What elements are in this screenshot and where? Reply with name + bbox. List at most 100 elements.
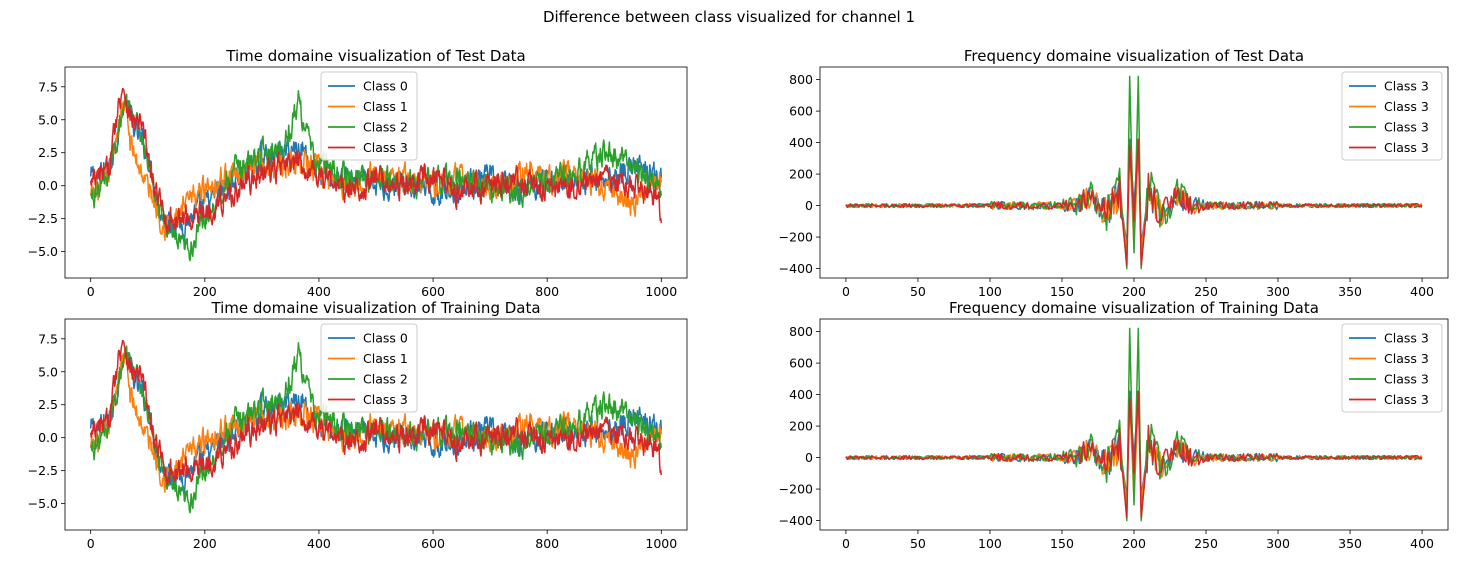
y-tick-label: 2.5 bbox=[38, 145, 58, 160]
y-tick-label: 0.0 bbox=[38, 178, 58, 193]
y-tick-label: −400 bbox=[779, 261, 813, 276]
y-tick-label: 5.0 bbox=[38, 112, 58, 127]
chart-title: Time domaine visualization of Test Data bbox=[225, 47, 525, 65]
legend-box bbox=[1341, 71, 1443, 161]
legend-label: Class 3 bbox=[1384, 99, 1429, 114]
series-line-3 bbox=[845, 75, 1423, 270]
axes-frame bbox=[64, 318, 688, 531]
y-tick-label: −5.0 bbox=[28, 496, 58, 511]
legend-box bbox=[1341, 323, 1443, 413]
legend-box bbox=[320, 323, 418, 413]
series-line-3 bbox=[845, 327, 1423, 522]
y-tick-label: 7.5 bbox=[38, 79, 58, 94]
figure-title: Difference between class visualized for … bbox=[543, 8, 915, 26]
legend: Class 3 Class 3 Class 3 Class 3 bbox=[1341, 71, 1443, 161]
legend-label: Class 3 bbox=[1384, 372, 1429, 387]
x-tick-label: 0 bbox=[87, 536, 95, 551]
chart-title: Frequency domaine visualization of Train… bbox=[949, 299, 1319, 317]
y-tick-label: 0 bbox=[805, 450, 813, 465]
legend-label: Class 2 bbox=[363, 372, 408, 387]
legend-label: Class 3 bbox=[1384, 140, 1429, 155]
legend: Class 0 Class 1 Class 2 Class 3 bbox=[320, 323, 418, 413]
y-tick-label: 0 bbox=[805, 198, 813, 213]
legend-label: Class 3 bbox=[1384, 331, 1429, 346]
series-line-4 bbox=[845, 390, 1423, 519]
y-tick-label: 5.0 bbox=[38, 364, 58, 379]
legend: Class 0 Class 1 Class 2 Class 3 bbox=[320, 71, 418, 161]
y-tick-label: −400 bbox=[779, 513, 813, 528]
legend: Class 3 Class 3 Class 3 Class 3 bbox=[1341, 323, 1443, 413]
x-tick-label: 800 bbox=[535, 536, 559, 551]
plot-area bbox=[89, 87, 663, 262]
x-tick-label: 1000 bbox=[645, 284, 677, 299]
x-tick-label: 350 bbox=[1338, 536, 1362, 551]
y-tick-label: 200 bbox=[789, 419, 813, 434]
x-tick-label: 0 bbox=[842, 284, 850, 299]
y-tick-label: 400 bbox=[789, 387, 813, 402]
y-tick-label: 800 bbox=[789, 324, 813, 339]
x-tick-label: 0 bbox=[842, 536, 850, 551]
x-tick-label: 300 bbox=[1266, 284, 1290, 299]
y-tick-label: −2.5 bbox=[28, 211, 58, 226]
x-tick-label: 250 bbox=[1194, 536, 1218, 551]
plot-area bbox=[89, 339, 663, 514]
legend-label: Class 2 bbox=[363, 120, 408, 135]
x-tick-label: 150 bbox=[1050, 284, 1074, 299]
y-tick-label: 600 bbox=[789, 104, 813, 119]
x-tick-label: 200 bbox=[193, 284, 217, 299]
x-tick-label: 200 bbox=[1122, 284, 1146, 299]
x-tick-label: 50 bbox=[910, 536, 926, 551]
y-tick-label: 400 bbox=[789, 135, 813, 150]
x-tick-label: 100 bbox=[978, 536, 1002, 551]
x-tick-label: 0 bbox=[87, 284, 95, 299]
y-tick-label: 800 bbox=[789, 72, 813, 87]
x-tick-label: 300 bbox=[1266, 536, 1290, 551]
legend-label: Class 3 bbox=[363, 392, 408, 407]
legend-label: Class 1 bbox=[363, 99, 408, 114]
legend-label: Class 3 bbox=[1384, 79, 1429, 94]
plot-area bbox=[845, 75, 1423, 270]
x-tick-label: 600 bbox=[421, 536, 445, 551]
legend-label: Class 1 bbox=[363, 351, 408, 366]
series-line-4 bbox=[89, 87, 663, 234]
x-tick-label: 400 bbox=[307, 536, 331, 551]
chart-title: Time domaine visualization of Training D… bbox=[210, 299, 540, 317]
x-tick-label: 400 bbox=[1410, 536, 1434, 551]
legend-label: Class 3 bbox=[1384, 120, 1429, 135]
series-line-1 bbox=[89, 348, 663, 496]
legend-box bbox=[320, 71, 418, 161]
x-tick-label: 200 bbox=[193, 536, 217, 551]
y-tick-label: 600 bbox=[789, 356, 813, 371]
x-tick-label: 600 bbox=[421, 284, 445, 299]
x-tick-label: 150 bbox=[1050, 536, 1074, 551]
x-tick-label: 50 bbox=[910, 284, 926, 299]
x-tick-label: 400 bbox=[307, 284, 331, 299]
chart-panel-3: Time domaine visualization of Training D… bbox=[28, 299, 688, 551]
chart-panel-4: Frequency domaine visualization of Train… bbox=[779, 299, 1449, 551]
axes-frame bbox=[64, 66, 688, 279]
legend-label: Class 3 bbox=[1384, 392, 1429, 407]
series-line-4 bbox=[89, 339, 663, 486]
y-tick-label: −2.5 bbox=[28, 463, 58, 478]
y-tick-label: 2.5 bbox=[38, 397, 58, 412]
y-tick-label: −200 bbox=[779, 482, 813, 497]
chart-panel-2: Frequency domaine visualization of Test … bbox=[779, 47, 1449, 299]
y-tick-label: 7.5 bbox=[38, 331, 58, 346]
chart-panel-1: Time domaine visualization of Test Data 0… bbox=[28, 47, 688, 299]
x-tick-label: 250 bbox=[1194, 284, 1218, 299]
plot-area bbox=[845, 327, 1423, 522]
x-tick-label: 200 bbox=[1122, 536, 1146, 551]
legend-label: Class 3 bbox=[363, 140, 408, 155]
legend-label: Class 3 bbox=[1384, 351, 1429, 366]
x-tick-label: 400 bbox=[1410, 284, 1434, 299]
series-line-1 bbox=[89, 96, 663, 244]
series-line-4 bbox=[845, 138, 1423, 267]
legend-label: Class 0 bbox=[363, 331, 408, 346]
chart-title: Frequency domaine visualization of Test … bbox=[964, 47, 1304, 65]
y-tick-label: 0.0 bbox=[38, 430, 58, 445]
legend-label: Class 0 bbox=[363, 79, 408, 94]
x-tick-label: 350 bbox=[1338, 284, 1362, 299]
x-tick-label: 800 bbox=[535, 284, 559, 299]
x-tick-label: 1000 bbox=[645, 536, 677, 551]
